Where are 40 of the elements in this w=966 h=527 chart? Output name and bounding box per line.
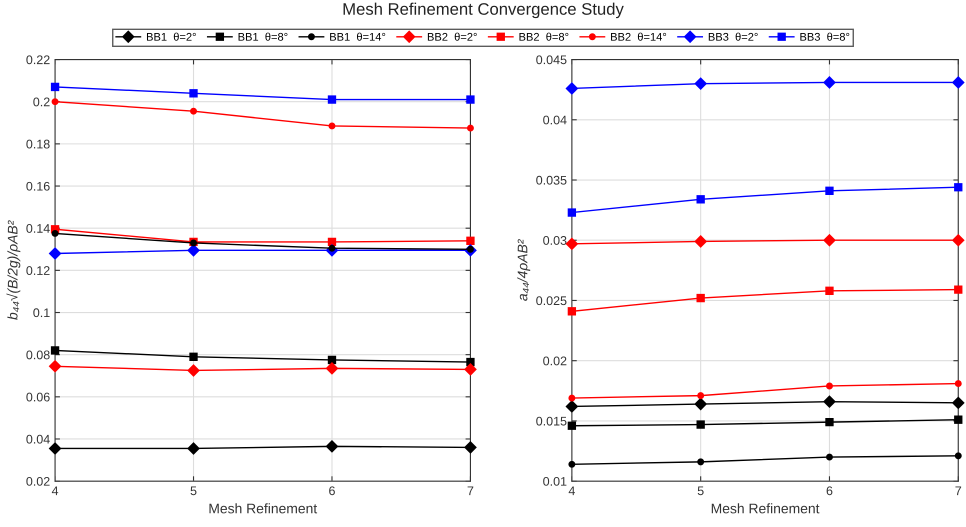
y-tick-label: 0.025 [536,296,566,306]
legend-label: BB2 θ=8° [519,32,568,41]
x-tick-label: 5 [190,486,196,496]
y-axis-title: a₄₄/4ρAB² [517,239,530,301]
x-tick-label: 4 [52,486,58,496]
y-tick-label: 0.02 [26,476,50,486]
y-tick-label: 0.02 [543,356,566,366]
x-tick-label: 6 [329,486,335,496]
x-tick-label: 6 [826,486,832,496]
y-tick-label: 0.03 [543,236,566,245]
x-axis-title: Mesh Refinement [209,503,318,514]
x-tick-label: 7 [468,486,474,496]
y-tick-label: 0.01 [543,476,566,486]
y-tick-label: 0.015 [536,416,566,426]
y-tick-label: 0.06 [26,392,50,402]
x-tick-label: 5 [698,486,704,496]
x-tick-label: 7 [955,486,962,496]
legend-label: BB2 θ=2° [428,32,477,41]
y-tick-label: 0.16 [26,182,50,191]
x-axis-title: Mesh Refinement [712,503,820,514]
legend-label: BB3 θ=2° [708,32,758,41]
y-tick-label: 0.2 [33,98,50,106]
y-tick-label: 0.22 [26,55,50,64]
y-tick-label: 0.18 [26,140,50,149]
y-tick-label: 0.04 [26,434,50,444]
y-tick-label: 0.035 [536,176,566,185]
y-tick-label: 0.1 [33,308,50,318]
y-tick-label: 0.08 [26,350,50,360]
x-tick-label: 4 [568,486,575,496]
legend-label: BB3 θ=8° [800,32,850,41]
legend-label: BB1 θ=2° [146,32,196,41]
chart-title: Mesh Refinement Convergence Study [344,2,624,18]
y-tick-label: 0.14 [26,224,50,233]
y-tick-label: 0.04 [543,116,567,124]
legend-label: BB1 θ=8° [238,32,288,41]
y-axis-title: b₄₄√(B/2g)/ρAB² [6,220,20,320]
legend-label: BB2 θ=14° [611,32,666,41]
legend-label: BB1 θ=14° [330,32,386,41]
y-tick-label: 0.045 [536,55,566,64]
y-tick-label: 0.12 [26,266,50,276]
